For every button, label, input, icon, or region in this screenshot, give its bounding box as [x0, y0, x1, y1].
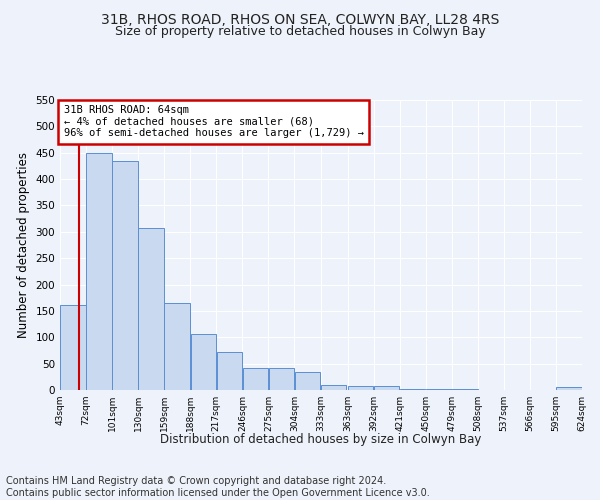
Text: 31B, RHOS ROAD, RHOS ON SEA, COLWYN BAY, LL28 4RS: 31B, RHOS ROAD, RHOS ON SEA, COLWYN BAY,… [101, 12, 499, 26]
Text: 31B RHOS ROAD: 64sqm
← 4% of detached houses are smaller (68)
96% of semi-detach: 31B RHOS ROAD: 64sqm ← 4% of detached ho… [64, 106, 364, 138]
Bar [164, 303, 190, 390]
Bar [217, 352, 242, 390]
Bar [112, 160, 138, 390]
Bar [60, 304, 86, 390]
Text: Size of property relative to detached houses in Colwyn Bay: Size of property relative to detached ho… [115, 25, 485, 38]
Bar [242, 368, 268, 390]
Text: Contains HM Land Registry data © Crown copyright and database right 2024.
Contai: Contains HM Land Registry data © Crown c… [6, 476, 430, 498]
Bar [269, 368, 294, 390]
Bar [139, 228, 164, 390]
Bar [191, 334, 216, 390]
Bar [348, 386, 373, 390]
Bar [86, 152, 112, 390]
Bar [321, 384, 346, 390]
Text: Distribution of detached houses by size in Colwyn Bay: Distribution of detached houses by size … [160, 432, 482, 446]
Y-axis label: Number of detached properties: Number of detached properties [17, 152, 30, 338]
Bar [295, 372, 320, 390]
Bar [556, 388, 582, 390]
Bar [374, 386, 400, 390]
